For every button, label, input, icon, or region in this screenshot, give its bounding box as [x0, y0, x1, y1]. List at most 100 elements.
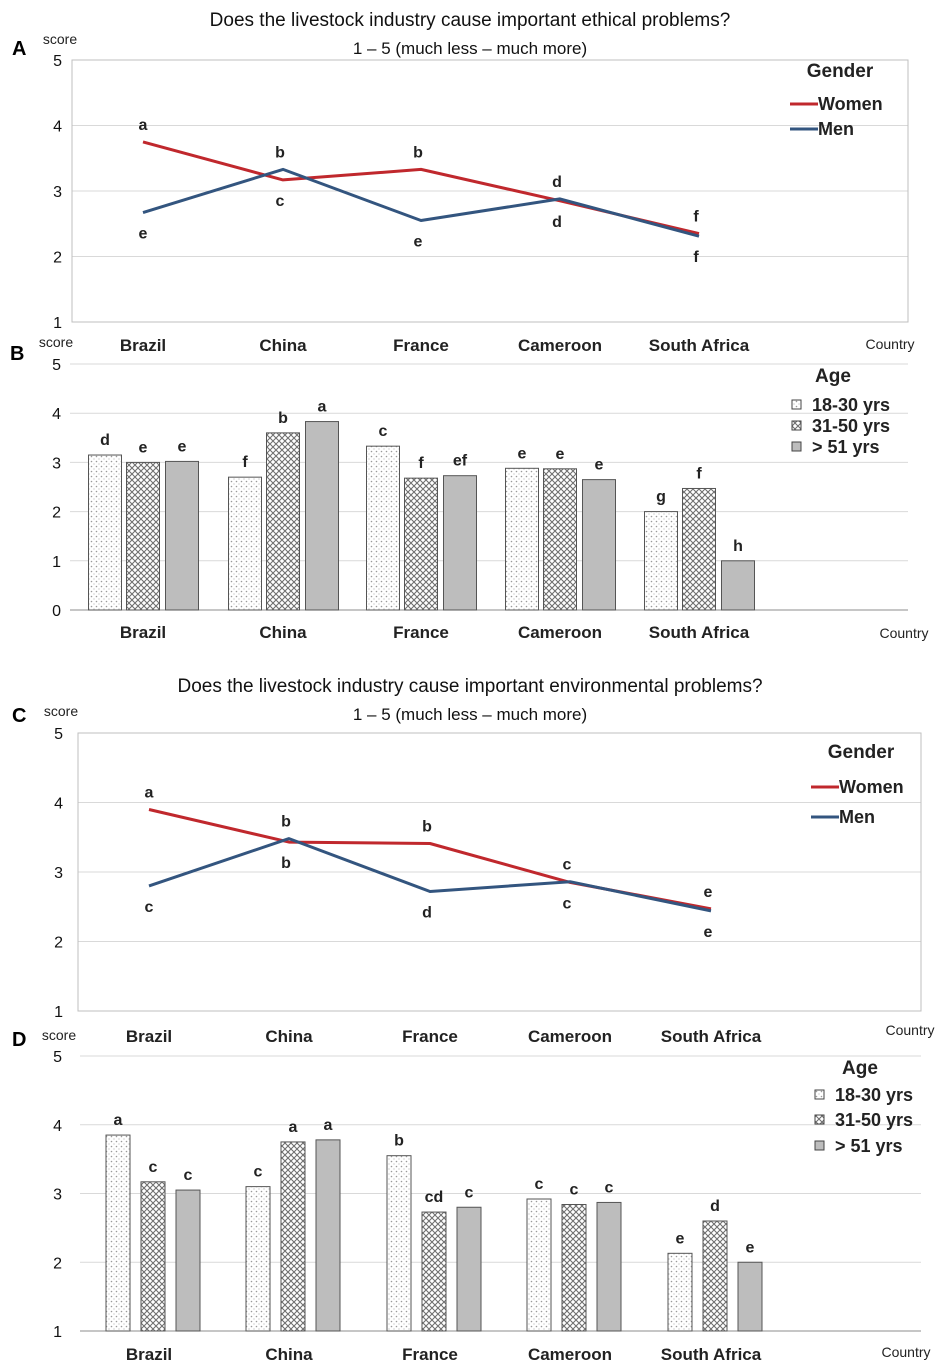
data-label: d	[552, 214, 562, 231]
legend-label-women: Women	[818, 94, 883, 114]
x-tick-label: Brazil	[120, 336, 166, 355]
data-label: d	[100, 432, 110, 449]
legend-title: Age	[815, 366, 851, 387]
data-label: f	[693, 209, 699, 226]
data-label: c	[570, 1182, 579, 1199]
chart-title: Does the livestock industry cause import…	[177, 676, 762, 697]
y-tick-label: 5	[53, 1049, 62, 1066]
series-line-men	[148, 837, 712, 913]
bar-crosshatch	[682, 487, 716, 611]
bar-crosshatch	[140, 1181, 166, 1332]
data-label: c	[563, 895, 572, 912]
bar-crosshatch	[543, 468, 577, 611]
x-tick-label: South Africa	[649, 336, 750, 355]
data-label: e	[556, 446, 565, 463]
x-tick-label: South Africa	[661, 1027, 762, 1046]
y-axis-label: score	[42, 1027, 76, 1043]
legend-label-solid: > 51 yrs	[835, 1136, 903, 1156]
x-tick-label: South Africa	[661, 1345, 762, 1364]
bar-dots	[386, 1155, 412, 1332]
y-tick-label: 2	[53, 1255, 62, 1272]
legend-label-dots: 18-30 yrs	[835, 1085, 913, 1105]
data-label: h	[733, 538, 743, 555]
y-tick-label: 4	[52, 406, 61, 423]
bar-crosshatch	[561, 1204, 587, 1332]
data-label: a	[114, 1112, 123, 1129]
x-tick-label: France	[393, 336, 449, 355]
y-tick-label: 4	[53, 1118, 62, 1135]
data-label: e	[704, 924, 713, 941]
x-axis-label: Country	[879, 625, 928, 641]
y-tick-label: 4	[53, 119, 62, 136]
legend-label-men: Men	[839, 807, 875, 827]
bar-dots	[245, 1186, 271, 1332]
data-label: b	[394, 1133, 404, 1150]
bar-dots	[105, 1134, 131, 1332]
x-axis-label: Country	[881, 1344, 930, 1360]
y-tick-label: 3	[53, 1187, 62, 1204]
bar-crosshatch	[702, 1220, 728, 1332]
data-label: f	[242, 454, 248, 471]
legend-label-men: Men	[818, 119, 854, 139]
plot-frame	[71, 59, 909, 323]
data-label: f	[696, 465, 702, 482]
bar-crosshatch	[404, 477, 438, 611]
data-label: a	[139, 117, 148, 134]
x-tick-label: Cameroon	[518, 623, 602, 642]
data-label: d	[552, 174, 562, 191]
x-tick-label: France	[402, 1345, 458, 1364]
data-label: a	[145, 784, 154, 801]
bar-solid	[443, 475, 477, 611]
x-tick-label: China	[265, 1345, 313, 1364]
data-label: c	[535, 1176, 544, 1193]
legend-label-dots: 18-30 yrs	[812, 395, 890, 415]
data-label: e	[518, 445, 527, 462]
x-tick-label: Brazil	[120, 623, 166, 642]
y-tick-label: 2	[54, 935, 63, 952]
y-axis-label: score	[43, 31, 77, 47]
bar-solid	[721, 560, 755, 611]
y-tick-label: 5	[52, 357, 61, 374]
plot-frame	[77, 732, 922, 1012]
data-label: f	[693, 249, 699, 266]
data-label: a	[318, 399, 327, 416]
y-axis-label: score	[44, 703, 78, 719]
x-tick-label: China	[259, 336, 307, 355]
legend-swatch-dots	[814, 1089, 825, 1100]
legend-title: Age	[842, 1058, 878, 1079]
series-line-men	[142, 167, 700, 238]
y-tick-label: 2	[52, 505, 61, 522]
data-label: c	[184, 1167, 193, 1184]
x-tick-label: China	[265, 1027, 313, 1046]
data-label: e	[595, 457, 604, 474]
data-label: e	[746, 1239, 755, 1256]
data-label: e	[414, 233, 423, 250]
legend-swatch-solid	[791, 441, 802, 452]
legend-label-women: Women	[839, 777, 904, 797]
data-label: cd	[425, 1189, 444, 1206]
y-tick-label: 1	[53, 315, 62, 332]
bar-crosshatch	[280, 1141, 306, 1332]
y-tick-label: 5	[53, 53, 62, 70]
x-tick-label: France	[393, 623, 449, 642]
chart-subtitle: 1 – 5 (much less – much more)	[353, 39, 587, 58]
bar-dots	[366, 445, 400, 611]
data-label: c	[254, 1164, 263, 1181]
y-tick-label: 2	[53, 250, 62, 267]
bar-solid	[582, 479, 616, 611]
bar-dots	[644, 511, 678, 611]
bar-dots	[88, 454, 122, 611]
data-label: c	[276, 193, 285, 210]
y-axis-label: score	[39, 334, 73, 350]
x-tick-label: South Africa	[649, 623, 750, 642]
data-label: d	[710, 1198, 720, 1215]
data-label: e	[704, 884, 713, 901]
y-tick-label: 1	[53, 1324, 62, 1341]
panel-c: C Does the livestock industry cause impor…	[12, 676, 935, 1046]
y-tick-label: 4	[54, 796, 63, 813]
data-label: c	[605, 1179, 614, 1196]
bar-dots	[228, 476, 262, 611]
panel-letter: D	[12, 1029, 26, 1051]
bar-solid	[175, 1189, 201, 1332]
